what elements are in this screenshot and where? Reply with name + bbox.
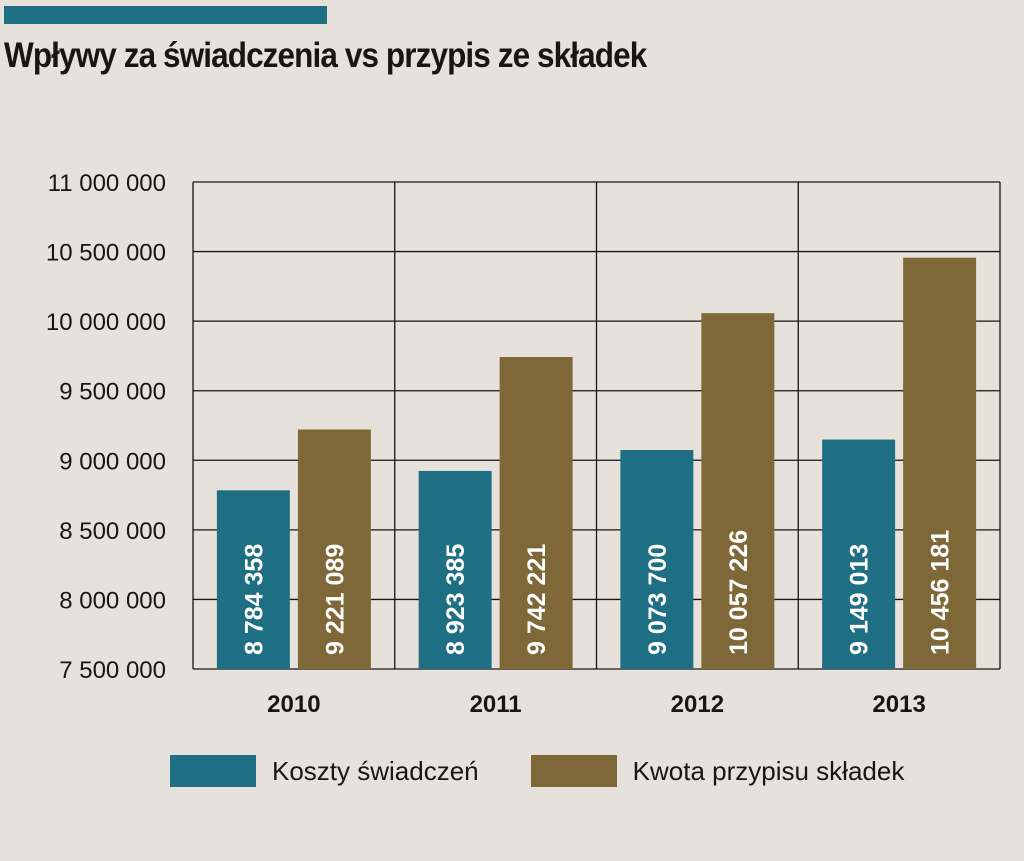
legend-item-kwota: Kwota przypisu składek	[530, 755, 905, 787]
bar-koszty-2010	[216, 490, 290, 669]
legend-swatch-koszty	[170, 755, 256, 787]
legend-label-kwota: Kwota przypisu składek	[632, 755, 905, 786]
legend-swatch-kwota	[530, 755, 617, 787]
data-label: 10 057 226	[725, 530, 753, 655]
x-tick-label: 2013	[872, 691, 925, 718]
data-label: 8 923 385	[442, 544, 470, 655]
y-tick-label: 9 000 000	[59, 448, 166, 475]
bar-kwota-2011	[499, 357, 573, 669]
y-tick-label: 7 500 000	[59, 657, 166, 684]
bar-koszty-2013	[822, 439, 896, 669]
data-label: 9 073 700	[644, 544, 672, 655]
title-accent-bar	[4, 6, 327, 24]
bar-kwota-2010	[297, 429, 371, 669]
data-labels: 8 784 358 9 221 089 8 923 385 9 742 221 9 07…	[240, 530, 954, 655]
bar-koszty-2011	[418, 470, 492, 669]
x-tick-label: 2010	[267, 691, 320, 718]
bars	[216, 257, 977, 669]
data-label: 8 784 358	[240, 544, 268, 655]
data-label: 9 221 089	[321, 544, 349, 655]
bar-kwota-2013	[903, 257, 977, 669]
chart-title: Wpływy za świadczenia vs przypis ze skła…	[4, 36, 647, 75]
bar-koszty-2012	[620, 450, 694, 669]
bar-chart: 8 784 358 9 221 089 8 923 385 9 742 221 9 07…	[46, 170, 1001, 718]
data-label: 9 742 221	[523, 544, 551, 655]
y-tick-label: 10 500 000	[46, 240, 166, 267]
legend: Koszty świadczeń Kwota przypisu składek	[170, 755, 956, 787]
legend-item-koszty: Koszty świadczeń	[170, 755, 479, 787]
axes: 7 500 000 8 000 000 8 500 000 9 000 000 9 50…	[46, 170, 926, 718]
y-tick-label: 10 000 000	[46, 309, 166, 336]
y-tick-label: 8 500 000	[59, 518, 166, 545]
y-tick-label: 8 000 000	[59, 587, 166, 614]
data-label: 10 456 181	[927, 530, 955, 655]
y-tick-label: 9 500 000	[59, 379, 166, 406]
x-tick-label: 2012	[671, 691, 724, 718]
data-label: 9 149 013	[846, 544, 874, 655]
x-tick-label: 2011	[470, 691, 522, 718]
bar-kwota-2012	[701, 313, 775, 669]
y-tick-label: 11 000 000	[48, 170, 166, 197]
legend-label-koszty: Koszty świadczeń	[272, 755, 479, 786]
